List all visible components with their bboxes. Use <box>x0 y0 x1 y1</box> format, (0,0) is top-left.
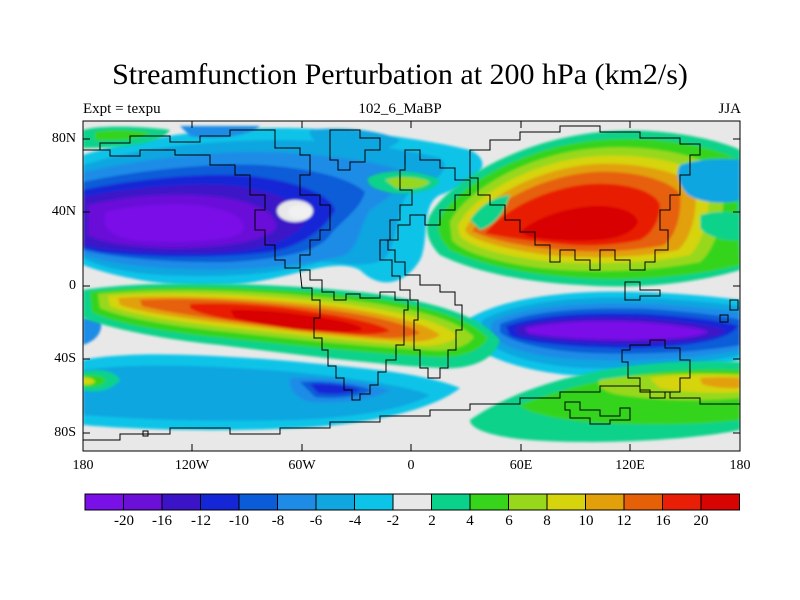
colorbar <box>84 493 740 511</box>
colorbar-label: 16 <box>655 513 671 529</box>
contour-field <box>83 121 740 451</box>
colorbar-label: 10 <box>578 513 594 529</box>
case-label: 102_6_MaBP <box>358 101 442 117</box>
colorbar-box <box>277 493 317 511</box>
colorbar-box <box>700 493 740 511</box>
lon-label: 180 <box>729 458 751 473</box>
colorbar-label: -2 <box>386 513 400 529</box>
negative-region-south <box>83 291 740 377</box>
lon-label: 60W <box>288 458 316 473</box>
colorbar-box <box>469 493 509 511</box>
colorbar-label: -6 <box>309 513 323 529</box>
colorbar-label: 4 <box>466 513 474 529</box>
colorbar-box <box>585 493 625 511</box>
colorbar-label: -10 <box>229 513 249 529</box>
positive-region-south <box>83 283 500 369</box>
colorbar-box <box>546 493 586 511</box>
colorbar-box <box>392 493 432 511</box>
colorbar-label: 2 <box>428 513 436 529</box>
coastline <box>83 125 740 441</box>
colorbar-box <box>238 493 278 511</box>
lat-label: 40N <box>51 204 76 219</box>
colorbar-box <box>508 493 548 511</box>
colorbar-label: -8 <box>271 513 285 529</box>
colorbar-label: 6 <box>505 513 513 529</box>
colorbar-box <box>123 493 163 511</box>
colorbar-box <box>84 493 124 511</box>
tick-marks <box>83 121 740 451</box>
lat-label: 80S <box>54 425 76 440</box>
lat-label: 80N <box>51 131 76 146</box>
colorbar-box <box>161 493 201 511</box>
colorbar-label: 8 <box>543 513 551 529</box>
southern-rim <box>83 354 740 442</box>
colorbar-box <box>623 493 663 511</box>
colorbar-label: 20 <box>693 513 709 529</box>
lon-label: 120W <box>174 458 210 473</box>
experiment-label: Expt = texpu <box>83 101 161 117</box>
negative-region-north <box>83 128 483 286</box>
positive-region-north <box>83 126 740 287</box>
lon-label: 60E <box>509 458 533 473</box>
colorbar-label: -16 <box>152 513 172 529</box>
colorbar-label: -4 <box>348 513 362 529</box>
colorbar-label: -20 <box>114 513 134 529</box>
colorbar-box <box>354 493 394 511</box>
lat-label: 0 <box>69 278 76 293</box>
colorbar-box <box>662 493 702 511</box>
lon-label: 120E <box>615 458 645 473</box>
colorbar-label: 12 <box>616 513 632 529</box>
season-label: JJA <box>718 101 741 117</box>
lon-label: 0 <box>407 458 415 473</box>
colorbar-box <box>200 493 240 511</box>
lon-label: 180 <box>72 458 94 473</box>
colorbar-label: -12 <box>191 513 211 529</box>
colorbar-box <box>431 493 471 511</box>
colorbar-box <box>315 493 355 511</box>
lat-label: 40S <box>54 351 76 366</box>
plot-title: Streamfunction Perturbation at 200 hPa (… <box>112 58 688 91</box>
